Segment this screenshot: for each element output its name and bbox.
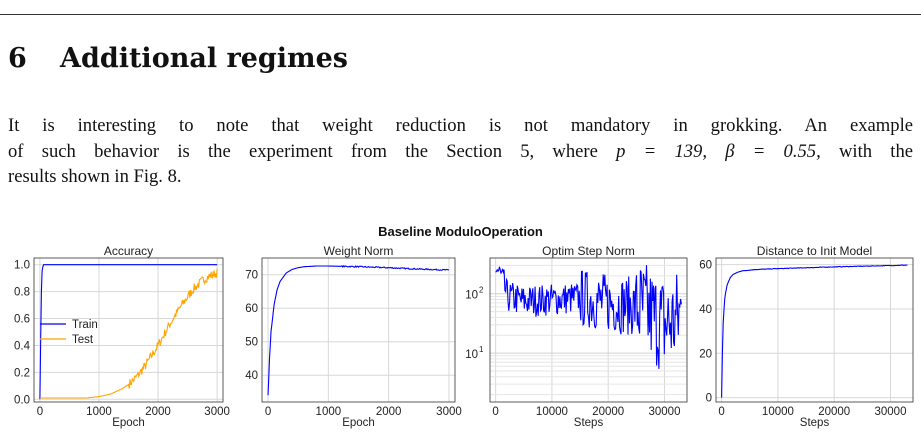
chart-3-xtick-label: 0 bbox=[492, 406, 498, 418]
chart-1-series-test bbox=[39, 268, 218, 399]
figure-panels: 0 1000 2000 30000.00.20.40.60.81.0AccuracyE… bbox=[14, 244, 914, 429]
chart-3-xtick-label: 10000 bbox=[536, 406, 568, 418]
chart-2-ytick-label: 60 bbox=[245, 303, 258, 315]
chart-3-series-line bbox=[495, 265, 682, 369]
chart-3-xtick-label: 30000 bbox=[648, 406, 680, 418]
chart-1-ytick-label: 0.6 bbox=[14, 314, 30, 326]
chart-1-legend-label: Test bbox=[72, 334, 94, 346]
chart-2-ytick-label: 40 bbox=[245, 370, 258, 382]
chart-1-ytick-label: 0.4 bbox=[14, 340, 31, 352]
chart-2-xtick-label: 0 bbox=[265, 406, 271, 418]
chart-1-legend-label: Train bbox=[72, 319, 98, 331]
chart-1-series-train bbox=[39, 264, 218, 400]
chart-2-xlabel: Epoch bbox=[342, 417, 375, 429]
chart-1-plot-area bbox=[34, 258, 223, 402]
chart-4-plot-area bbox=[716, 258, 913, 402]
figure-suptitle: Baseline ModuloOperation bbox=[378, 224, 543, 239]
section-title: Additional regimes bbox=[60, 43, 348, 74]
chart-3-ytick-label: 10 bbox=[465, 290, 478, 302]
paragraph-line-3: results shown in Fig. 8. bbox=[8, 166, 182, 187]
paragraph-line-2-pre: of such behavior is the experiment from … bbox=[8, 140, 598, 162]
chart-1-xtick-label: 1000 bbox=[86, 406, 112, 418]
chart-4-series-line bbox=[721, 264, 908, 398]
chart-2-series-line bbox=[267, 265, 450, 396]
paragraph-line-1: It is interesting to note that weight re… bbox=[8, 115, 913, 136]
chart-1-title: Accuracy bbox=[104, 244, 153, 258]
chart-3-frame bbox=[489, 257, 688, 403]
section-heading: 6 Additional regimes bbox=[8, 43, 348, 74]
chart-4-ytick-label: 60 bbox=[699, 260, 712, 272]
chart-4-xtick-label: 20000 bbox=[818, 406, 850, 418]
chart-3-xlabel: Steps bbox=[574, 417, 604, 429]
chart-2-xtick-label: 2000 bbox=[376, 406, 402, 418]
chart-3-ytick-exponent: 1 bbox=[479, 345, 484, 354]
chart-1-frame bbox=[33, 257, 224, 403]
chart-2-xtick-label: 3000 bbox=[436, 406, 462, 418]
chart-1-xtick-label: 3000 bbox=[204, 406, 230, 418]
paragraph-line-2-post: with the bbox=[838, 140, 914, 162]
chart-1-ytick-label: 0.0 bbox=[14, 394, 30, 406]
chart-2-title: Weight Norm bbox=[324, 244, 394, 258]
chart-2-frame bbox=[261, 257, 456, 403]
chart-2-xtick-label: 1000 bbox=[316, 406, 342, 418]
chart-4-title: Distance to Init Model bbox=[757, 244, 872, 258]
section-number: 6 bbox=[8, 43, 27, 74]
chart-3-ytick-exponent: 2 bbox=[479, 286, 484, 295]
chart-3-plot-area bbox=[490, 258, 687, 402]
chart-1-xtick-label: 0 bbox=[37, 406, 43, 418]
paragraph-line-2: of such behavior is the experiment from … bbox=[8, 139, 913, 165]
chart-1-xlabel: Epoch bbox=[112, 417, 145, 429]
chart-4-frame bbox=[715, 257, 914, 403]
chart-1-ytick-label: 0.8 bbox=[14, 287, 30, 299]
body-paragraph: It is interesting to note that weight re… bbox=[8, 113, 913, 190]
chart-4-xtick-label: 0 bbox=[718, 406, 724, 418]
chart-3-title: Optim Step Norm bbox=[542, 244, 635, 258]
chart-2-ytick-label: 50 bbox=[245, 337, 258, 349]
chart-1-ytick-label: 1.0 bbox=[14, 260, 30, 272]
chart-1-ytick-label: 0.2 bbox=[14, 367, 30, 379]
chart-1-xtick-label: 2000 bbox=[145, 406, 171, 418]
chart-4-ytick-label: 0 bbox=[706, 393, 712, 405]
top-rule bbox=[0, 14, 921, 15]
chart-4-ytick-label: 20 bbox=[699, 348, 712, 360]
chart-3-xtick-label: 20000 bbox=[592, 406, 624, 418]
paragraph-math: p = 139, β = 0.55, bbox=[616, 140, 821, 162]
chart-4-xtick-label: 10000 bbox=[762, 406, 794, 418]
chart-4-xtick-label: 30000 bbox=[874, 406, 906, 418]
chart-2-ytick-label: 70 bbox=[245, 270, 258, 282]
chart-3-ytick-label: 10 bbox=[465, 349, 478, 361]
chart-4-ytick-label: 40 bbox=[699, 304, 712, 316]
chart-4-xlabel: Steps bbox=[800, 417, 830, 429]
chart-2-plot-area bbox=[262, 258, 455, 402]
